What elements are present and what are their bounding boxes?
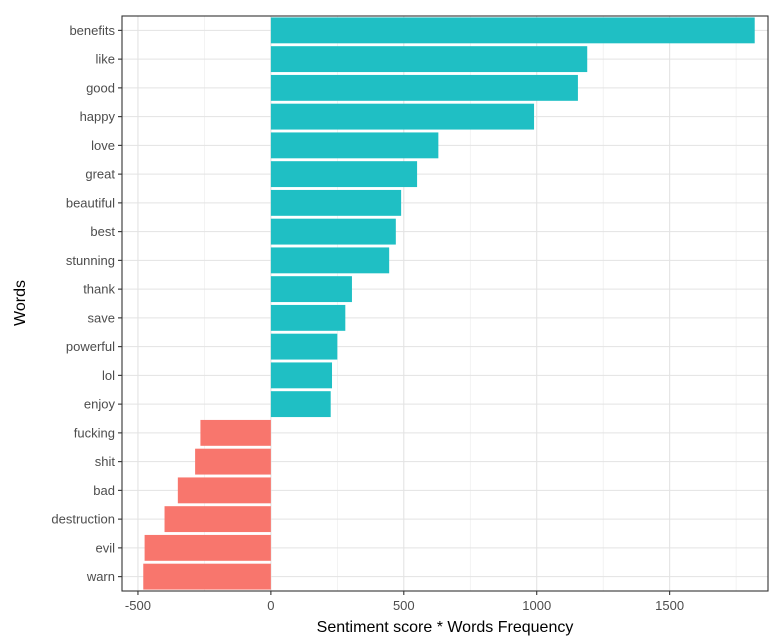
y-tick-label: thank	[83, 282, 115, 297]
bar-love	[270, 132, 439, 159]
y-tick-label: beautiful	[66, 195, 115, 210]
y-tick-label: warn	[86, 569, 115, 584]
y-tick-label: benefits	[69, 23, 115, 38]
y-tick-label: best	[90, 224, 115, 239]
y-tick-label: evil	[95, 540, 115, 555]
bar-destruction	[164, 506, 271, 533]
panel-background	[122, 16, 768, 591]
y-tick-label: happy	[80, 109, 116, 124]
x-axis-title: Sentiment score * Words Frequency	[317, 619, 574, 636]
bar-beautiful	[270, 189, 402, 216]
bar-great	[270, 161, 418, 188]
bars	[143, 17, 755, 590]
x-tick-label: 0	[267, 598, 274, 613]
y-tick-label: good	[86, 80, 115, 95]
bar-save	[270, 304, 346, 331]
bar-fucking	[200, 419, 271, 446]
y-tick-label: stunning	[66, 253, 115, 268]
y-tick-label: fucking	[74, 425, 115, 440]
bar-powerful	[270, 333, 338, 360]
y-tick-label: shit	[95, 454, 116, 469]
bar-like	[270, 46, 588, 73]
bar-benefits	[270, 17, 755, 44]
x-tick-label: -500	[125, 598, 151, 613]
y-tick-label: lol	[102, 368, 115, 383]
bar-evil	[144, 534, 271, 561]
panel-border	[121, 15, 769, 592]
y-tick-label: bad	[93, 483, 115, 498]
bar-lol	[270, 362, 333, 389]
bar-enjoy	[270, 391, 331, 418]
x-tick-label: 1000	[522, 598, 551, 613]
bar-best	[270, 218, 396, 245]
bar-warn	[143, 563, 271, 590]
bar-shit	[195, 448, 271, 475]
bar-bad	[177, 477, 271, 504]
y-axis: benefits like good happy love great beautiful b…	[51, 23, 122, 584]
bar-thank	[270, 276, 352, 303]
x-axis: -500 0 500 1000 1500	[125, 591, 684, 613]
y-tick-label: powerful	[66, 339, 115, 354]
y-tick-label: love	[91, 138, 115, 153]
bar-good	[270, 74, 578, 101]
y-tick-label: destruction	[51, 512, 115, 527]
y-tick-label: like	[95, 52, 115, 67]
y-tick-label: enjoy	[84, 397, 116, 412]
y-axis-title: Words	[12, 280, 29, 326]
y-tick-label: great	[85, 167, 115, 182]
x-tick-label: 500	[393, 598, 415, 613]
x-tick-label: 1500	[655, 598, 684, 613]
y-tick-label: save	[88, 310, 115, 325]
bar-stunning	[270, 247, 390, 274]
bar-happy	[270, 103, 535, 130]
